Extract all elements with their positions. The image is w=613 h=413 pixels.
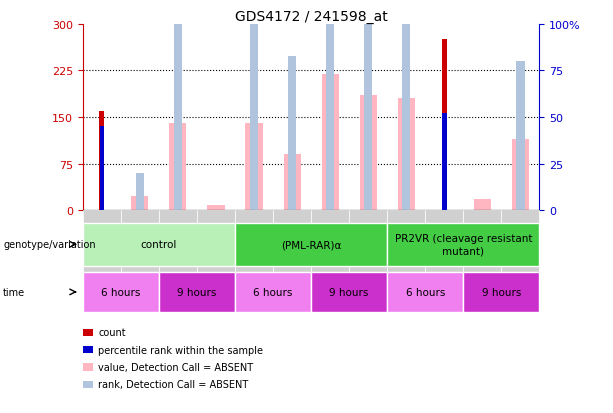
Bar xyxy=(135,173,144,211)
Text: 6 hours: 6 hours xyxy=(101,287,140,297)
Bar xyxy=(474,199,491,211)
Text: PR2VR (cleavage resistant
mutant): PR2VR (cleavage resistant mutant) xyxy=(395,233,532,256)
Bar xyxy=(360,96,377,211)
Bar xyxy=(516,62,525,211)
Bar xyxy=(250,6,258,211)
Bar xyxy=(326,0,334,211)
Bar xyxy=(512,140,529,211)
Text: 9 hours: 9 hours xyxy=(177,287,216,297)
Bar xyxy=(99,112,104,211)
Bar xyxy=(441,40,447,211)
Text: genotype/variation: genotype/variation xyxy=(3,240,96,250)
Bar xyxy=(402,0,411,211)
Text: (PML-RAR)α: (PML-RAR)α xyxy=(281,240,341,250)
Text: value, Detection Call = ABSENT: value, Detection Call = ABSENT xyxy=(98,362,253,372)
Bar xyxy=(99,127,104,211)
Text: 9 hours: 9 hours xyxy=(329,287,369,297)
Bar xyxy=(283,155,300,211)
Bar xyxy=(364,10,372,211)
Bar xyxy=(442,114,447,211)
Text: time: time xyxy=(3,287,25,297)
Bar xyxy=(131,197,148,211)
Bar xyxy=(169,124,186,211)
Bar xyxy=(207,206,224,211)
Bar xyxy=(322,74,339,211)
Text: control: control xyxy=(140,240,177,250)
Text: count: count xyxy=(98,328,126,337)
Bar xyxy=(173,19,182,211)
Text: 9 hours: 9 hours xyxy=(482,287,521,297)
Bar xyxy=(245,124,262,211)
Bar xyxy=(398,99,415,211)
Title: GDS4172 / 241598_at: GDS4172 / 241598_at xyxy=(235,10,387,24)
Text: rank, Detection Call = ABSENT: rank, Detection Call = ABSENT xyxy=(98,380,248,389)
Text: 6 hours: 6 hours xyxy=(253,287,293,297)
Text: 6 hours: 6 hours xyxy=(406,287,445,297)
Text: percentile rank within the sample: percentile rank within the sample xyxy=(98,345,263,355)
Bar xyxy=(288,57,296,211)
